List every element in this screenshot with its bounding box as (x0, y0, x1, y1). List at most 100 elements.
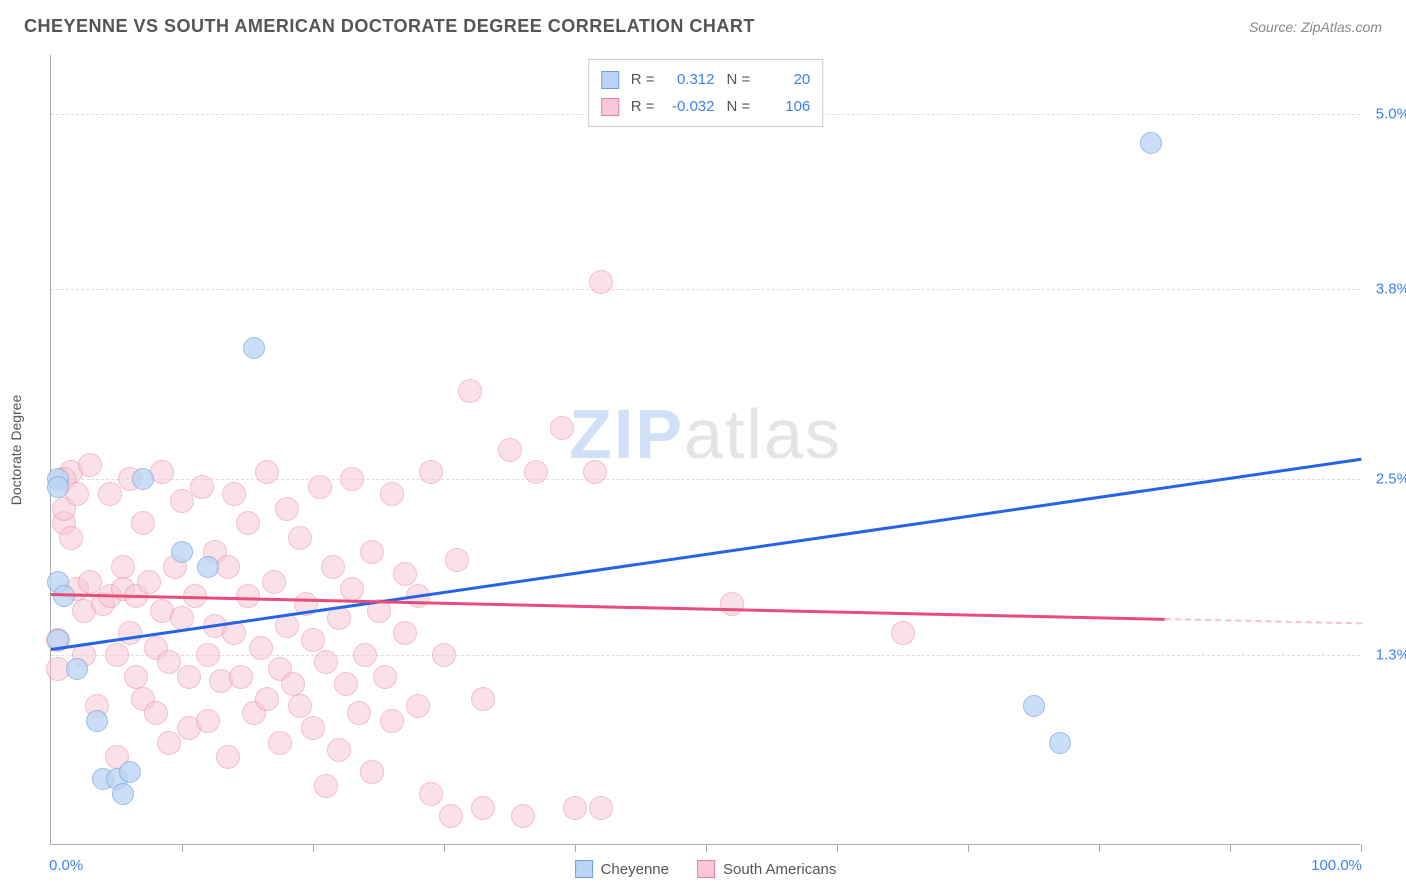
data-point (144, 701, 168, 725)
y-tick-label: 5.0% (1365, 105, 1406, 122)
data-point (360, 760, 384, 784)
data-point (1140, 132, 1162, 154)
data-point (314, 650, 338, 674)
data-point (583, 460, 607, 484)
data-point (216, 745, 240, 769)
data-point (406, 694, 430, 718)
data-point (131, 511, 155, 535)
x-tick (182, 844, 183, 852)
data-point (47, 476, 69, 498)
data-point (301, 628, 325, 652)
data-point (432, 643, 456, 667)
trend-line (51, 457, 1361, 650)
data-point (563, 796, 587, 820)
data-point (1049, 732, 1071, 754)
x-tick (444, 844, 445, 852)
data-point (360, 540, 384, 564)
data-point (380, 709, 404, 733)
data-point (65, 482, 89, 506)
x-tick (968, 844, 969, 852)
data-point (111, 555, 135, 579)
data-point (288, 526, 312, 550)
data-point (445, 548, 469, 572)
data-point (197, 556, 219, 578)
data-point (589, 270, 613, 294)
data-point (334, 672, 358, 696)
data-point (393, 562, 417, 586)
data-point (419, 460, 443, 484)
data-point (216, 555, 240, 579)
legend-item-cheyenne: Cheyenne (575, 860, 669, 878)
data-point (190, 475, 214, 499)
data-point (132, 468, 154, 490)
gridline (51, 289, 1360, 290)
x-tick (1361, 844, 1362, 852)
data-point (119, 761, 141, 783)
data-point (222, 482, 246, 506)
x-axis-max-label: 100.0% (1311, 857, 1362, 874)
data-point (196, 709, 220, 733)
data-point (301, 716, 325, 740)
data-point (458, 379, 482, 403)
x-tick (313, 844, 314, 852)
data-point (439, 804, 463, 828)
data-point (157, 731, 181, 755)
watermark: ZIPatlas (569, 394, 842, 474)
y-tick-label: 3.8% (1365, 281, 1406, 298)
data-point (393, 621, 417, 645)
trend-line-extension (1164, 618, 1361, 624)
data-point (78, 453, 102, 477)
data-point (86, 710, 108, 732)
gridline (51, 655, 1360, 656)
source-attribution: Source: ZipAtlas.com (1249, 19, 1382, 35)
x-tick (837, 844, 838, 852)
data-point (268, 731, 292, 755)
data-point (353, 643, 377, 667)
data-point (59, 526, 83, 550)
data-point (524, 460, 548, 484)
chart-header: CHEYENNE VS SOUTH AMERICAN DOCTORATE DEG… (0, 0, 1406, 45)
data-point (340, 577, 364, 601)
data-point (498, 438, 522, 462)
swatch-south-americans (697, 860, 715, 878)
data-point (53, 585, 75, 607)
plot-region: ZIPatlas R = 0.312 N = 20 R = -0.032 N =… (50, 55, 1360, 845)
data-point (262, 570, 286, 594)
legend-stats: R = 0.312 N = 20 R = -0.032 N = 106 (588, 59, 824, 127)
data-point (255, 460, 279, 484)
data-point (891, 621, 915, 645)
data-point (347, 701, 371, 725)
data-point (511, 804, 535, 828)
data-point (243, 337, 265, 359)
gridline (51, 479, 1360, 480)
swatch-cheyenne (601, 71, 619, 89)
data-point (419, 782, 443, 806)
data-point (66, 658, 88, 680)
data-point (112, 783, 134, 805)
swatch-cheyenne (575, 860, 593, 878)
data-point (321, 555, 345, 579)
legend-stats-row-south-americans: R = -0.032 N = 106 (601, 93, 811, 120)
data-point (98, 482, 122, 506)
data-point (288, 694, 312, 718)
y-axis-title: Doctorate Degree (8, 394, 24, 505)
x-tick (1099, 844, 1100, 852)
data-point (177, 665, 201, 689)
data-point (589, 796, 613, 820)
data-point (196, 643, 220, 667)
y-tick-label: 1.3% (1365, 646, 1406, 663)
legend-stats-row-cheyenne: R = 0.312 N = 20 (601, 66, 811, 93)
y-tick-label: 2.5% (1365, 471, 1406, 488)
data-point (720, 592, 744, 616)
chart-area: ZIPatlas R = 0.312 N = 20 R = -0.032 N =… (50, 55, 1360, 845)
data-point (471, 687, 495, 711)
data-point (1023, 695, 1045, 717)
data-point (236, 511, 260, 535)
data-point (150, 460, 174, 484)
data-point (327, 738, 351, 762)
chart-title: CHEYENNE VS SOUTH AMERICAN DOCTORATE DEG… (24, 16, 755, 37)
data-point (281, 672, 305, 696)
x-tick (575, 844, 576, 852)
data-point (275, 497, 299, 521)
x-tick (706, 844, 707, 852)
